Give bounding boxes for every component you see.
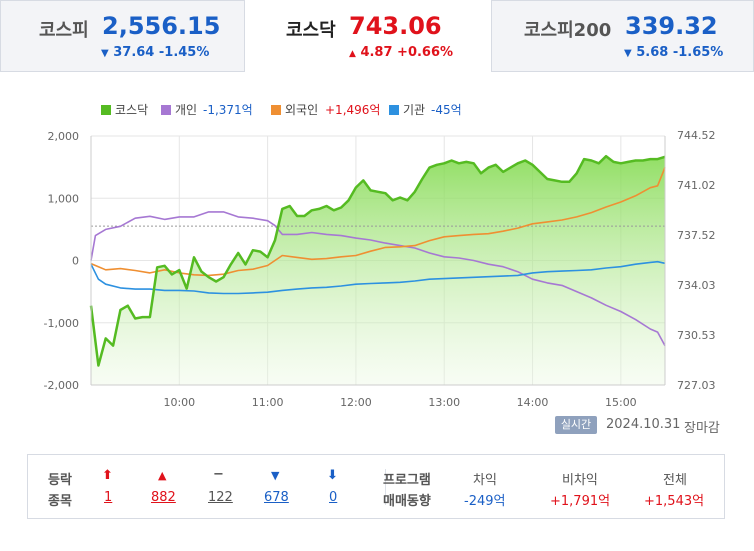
program-label-2: 매매동향: [383, 494, 431, 509]
upper-limit-count[interactable]: 1: [104, 490, 113, 505]
arbitrage-header: 차익: [473, 473, 497, 488]
tab-kospi200[interactable]: 코스피200 339.32 ▼ 5.68 -1.65%: [491, 0, 754, 72]
left-tick-label: -1,000: [44, 317, 79, 330]
legend-swatch: [161, 105, 171, 115]
tab-kospi-change: ▼ 37.64 -1.45%: [101, 45, 210, 60]
tab-kospi200-name: 코스피200: [524, 20, 612, 41]
legend-name: 코스닥: [115, 103, 148, 117]
tab-kosdaq-name: 코스닥: [286, 20, 336, 41]
series-line-kosdaq: [89, 154, 666, 367]
tab-kosdaq[interactable]: 코스닥 743.06 ▲ 4.87 +0.66%: [245, 0, 491, 72]
breadth-label-2: 종목: [48, 494, 72, 509]
upper-limit-icon: ⬆: [102, 468, 113, 483]
tab-kospi[interactable]: 코스피 2,556.15 ▼ 37.64 -1.45%: [0, 0, 245, 72]
index-tabs: 코스피 2,556.15 ▼ 37.64 -1.45% 코스닥 743.06 ▲…: [0, 0, 754, 74]
x-tick-label: 15:00: [605, 396, 637, 409]
tab-kospi200-change: ▼ 5.68 -1.65%: [624, 45, 724, 60]
lower-limit-icon: ⬇: [327, 468, 338, 483]
tab-kosdaq-value: 743.06: [349, 12, 442, 40]
kosdaq-area: [91, 156, 665, 385]
legend-value: +1,496억: [325, 103, 380, 117]
legend-swatch: [101, 105, 111, 115]
legend-name: 외국인: [285, 103, 318, 117]
lower-limit-count[interactable]: 0: [329, 490, 338, 505]
down-arrow-icon: ▼: [624, 48, 632, 59]
legend-value: -45억: [431, 103, 462, 117]
legend-swatch: [389, 105, 399, 115]
breadth-label-1: 등락: [48, 473, 72, 488]
market-summary-box: 등락 종목 ⬆ 1 ▲ 882 − 122 ▼ 678 ⬇ 0 프로그램 매매동…: [27, 454, 725, 519]
left-tick-label: -2,000: [44, 379, 79, 392]
x-tick-label: 11:00: [252, 396, 284, 409]
total-header: 전체: [663, 473, 687, 488]
chart-axes: 2,000 1,000 0 -1,000 -2,000 744.52 741.02 737.5…: [44, 129, 716, 409]
fall-icon: ▼: [271, 469, 280, 482]
rise-count[interactable]: 882: [151, 490, 176, 505]
non-arbitrage-header: 비차익: [562, 473, 598, 488]
divider: [385, 469, 386, 505]
program-label-1: 프로그램: [383, 473, 431, 488]
total-value: +1,543억: [644, 494, 705, 509]
right-tick-label: 730.53: [677, 329, 716, 342]
intraday-chart: 코스닥 개인 -1,371억 외국인 +1,496억 기관 -45억 2,000 1,000 0…: [44, 103, 716, 409]
right-tick-label: 737.52: [677, 229, 716, 242]
non-arbitrage-value: +1,791억: [550, 494, 611, 509]
right-tick-label: 744.52: [677, 129, 716, 142]
tab-kospi200-value: 339.32: [625, 12, 718, 40]
legend-swatch: [271, 105, 281, 115]
legend-value: -1,371억: [203, 103, 253, 117]
tab-kospi-name: 코스피: [39, 20, 89, 41]
chart-date: 2024.10.31: [606, 417, 681, 432]
tab-kosdaq-change: ▲ 4.87 +0.66%: [349, 45, 454, 60]
right-tick-label: 741.02: [677, 179, 716, 192]
fall-count[interactable]: 678: [264, 490, 289, 505]
down-arrow-icon: ▼: [101, 48, 109, 59]
up-arrow-icon: ▲: [349, 49, 356, 59]
rise-icon: ▲: [158, 469, 167, 482]
x-tick-label: 14:00: [517, 396, 549, 409]
left-tick-label: 0: [72, 255, 79, 268]
x-tick-label: 12:00: [340, 396, 372, 409]
left-tick-label: 1,000: [48, 192, 80, 205]
unchanged-count[interactable]: 122: [208, 490, 233, 505]
realtime-badge[interactable]: 실시간: [555, 416, 597, 434]
series-line-individual: [90, 211, 666, 347]
x-tick-label: 13:00: [428, 396, 460, 409]
legend-name: 기관: [403, 103, 425, 117]
right-tick-label: 727.03: [677, 379, 716, 392]
series-lines: [89, 154, 666, 367]
legend-name: 개인: [175, 103, 197, 117]
market-status: 장마감: [684, 421, 720, 436]
arbitrage-value: -249억: [464, 494, 506, 509]
chart-legend: 코스닥 개인 -1,371억 외국인 +1,496억 기관 -45억: [101, 103, 462, 117]
series-line-institution: [90, 260, 666, 295]
left-tick-label: 2,000: [48, 130, 80, 143]
tab-kospi-value: 2,556.15: [102, 12, 221, 40]
unchanged-icon: −: [213, 467, 224, 482]
x-tick-label: 10:00: [163, 396, 195, 409]
right-tick-label: 734.03: [677, 279, 716, 292]
